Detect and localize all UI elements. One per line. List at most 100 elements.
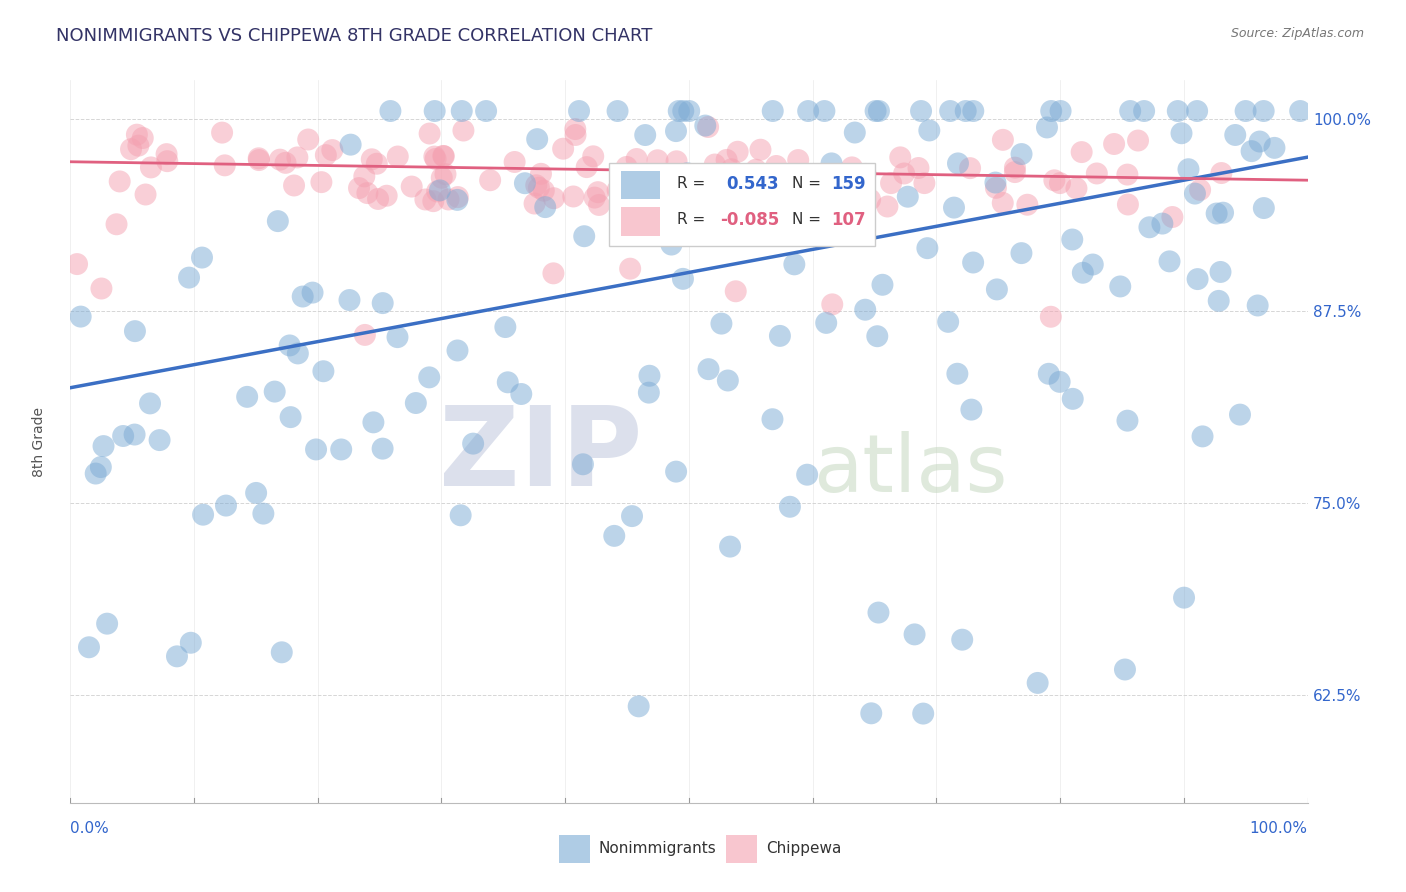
Bar (725, 835, 756, 863)
Point (853, 302, 876, 317)
Point (267, 214, 290, 228)
Point (991, 196, 1014, 211)
Point (423, 103, 446, 118)
Point (984, 176, 1007, 190)
Point (526, 132, 548, 146)
Text: -0.085: -0.085 (720, 211, 779, 228)
Point (716, 153, 738, 167)
Point (269, 153, 291, 167)
Point (1133, 103, 1156, 118)
Point (943, 201, 966, 215)
Point (339, 293, 361, 307)
Point (695, 119, 717, 133)
Point (773, 180, 796, 194)
Point (450, 103, 472, 118)
Point (575, 160, 598, 174)
Point (903, 627, 925, 641)
Point (1263, 141, 1285, 155)
Point (1189, 183, 1212, 197)
Point (917, 241, 939, 255)
Point (889, 150, 911, 164)
Point (865, 103, 887, 118)
Point (918, 123, 941, 137)
Point (855, 167, 877, 181)
Point (245, 486, 267, 500)
Point (672, 272, 695, 286)
Point (606, 183, 628, 197)
Point (637, 385, 659, 400)
Point (1017, 198, 1039, 212)
Point (90, 281, 112, 295)
Point (634, 128, 657, 142)
Point (215, 499, 238, 513)
Point (638, 368, 661, 383)
Point (769, 329, 792, 343)
Point (236, 390, 259, 404)
Point (962, 103, 984, 118)
Point (912, 176, 935, 190)
Point (166, 649, 188, 664)
Point (380, 103, 402, 118)
Point (1004, 161, 1026, 175)
Point (105, 217, 128, 231)
Point (1170, 126, 1192, 140)
Point (749, 168, 772, 182)
Point (959, 161, 981, 175)
Point (124, 427, 146, 442)
Point (562, 189, 585, 203)
Point (527, 181, 550, 195)
Point (672, 103, 695, 118)
Point (603, 529, 626, 543)
Point (724, 285, 747, 299)
Point (375, 188, 398, 202)
Point (1070, 145, 1092, 160)
Point (278, 338, 301, 352)
Text: Nonimmigrants: Nonimmigrants (599, 841, 717, 855)
Point (796, 467, 818, 482)
Point (745, 162, 768, 177)
Point (1038, 367, 1060, 381)
Point (710, 317, 733, 331)
Point (665, 124, 688, 138)
Point (652, 184, 675, 198)
Point (315, 148, 337, 162)
Point (762, 215, 785, 229)
Point (120, 142, 142, 156)
Point (1109, 279, 1132, 293)
Point (668, 103, 690, 118)
Point (912, 706, 935, 721)
Point (291, 289, 314, 303)
Point (897, 190, 920, 204)
Point (586, 185, 609, 199)
Text: ZIP: ZIP (439, 402, 643, 509)
Text: R =: R = (676, 212, 710, 227)
Text: atlas: atlas (813, 432, 1007, 509)
Point (66, 257, 89, 271)
Point (1184, 186, 1206, 201)
Point (939, 103, 962, 118)
Point (984, 181, 1007, 195)
Point (503, 155, 526, 169)
Point (1062, 392, 1084, 406)
Point (835, 177, 858, 191)
Point (1043, 173, 1066, 187)
FancyBboxPatch shape (609, 163, 875, 246)
Point (1173, 591, 1195, 605)
Point (180, 636, 202, 650)
Point (582, 149, 605, 163)
Point (564, 122, 586, 136)
Text: Source: ZipAtlas.com: Source: ZipAtlas.com (1230, 27, 1364, 40)
Point (762, 103, 785, 118)
Point (1234, 103, 1257, 118)
Point (765, 159, 787, 173)
Point (868, 606, 890, 620)
Point (1119, 103, 1142, 118)
Point (717, 374, 740, 388)
Point (311, 175, 333, 189)
Point (69, 310, 91, 324)
Point (475, 103, 498, 118)
Point (1247, 298, 1270, 312)
Point (647, 153, 669, 168)
Point (1126, 134, 1149, 148)
Point (534, 200, 557, 214)
